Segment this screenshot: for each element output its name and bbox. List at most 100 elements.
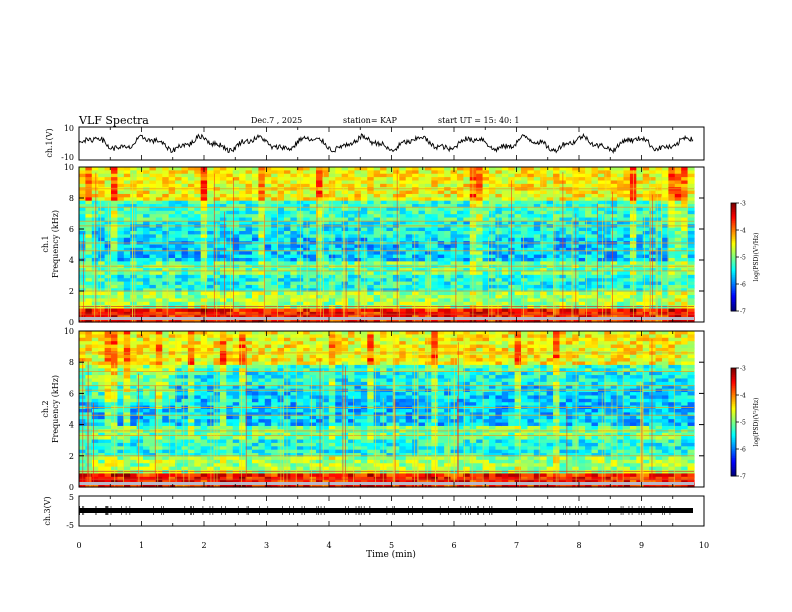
spectrogram-cell: [527, 237, 535, 242]
spectrogram-cell: [111, 271, 119, 276]
spectrogram-cell: [168, 197, 176, 202]
spectrogram-cell: [386, 180, 394, 185]
spectrogram-cell: [386, 268, 394, 273]
spectrogram-cell: [117, 347, 125, 352]
spectrogram-cell: [533, 288, 541, 293]
spectrogram-cell: [412, 220, 420, 225]
spectrogram-cell: [348, 254, 356, 259]
spectrogram-cell: [91, 371, 99, 376]
spectrogram-cell: [399, 207, 407, 212]
spectrogram-cell: [245, 278, 253, 283]
spectrogram-cell: [437, 284, 445, 289]
spectrogram-cell: [444, 204, 452, 209]
spectrogram-cell: [418, 268, 426, 273]
spectrogram-cell: [187, 298, 195, 303]
spectrogram-cell: [277, 288, 285, 293]
spectrogram-cell: [245, 207, 253, 212]
spectrogram-cell: [412, 244, 420, 249]
spectrogram-cell: [373, 264, 381, 269]
spectrogram-cell: [245, 281, 253, 286]
spectrogram-cell: [303, 220, 311, 225]
spectrogram-cell: [399, 308, 407, 313]
spectrogram-cell: [476, 251, 484, 256]
spectrogram-cell: [450, 254, 458, 259]
spectrogram-cell: [367, 244, 375, 249]
spectrogram-cell: [85, 364, 93, 369]
spectrogram-cell: [367, 231, 375, 235]
spectrogram-cell: [335, 298, 343, 303]
spectrogram-cell: [322, 217, 330, 222]
spectrogram-cell: [181, 217, 189, 222]
spectrogram-cell: [604, 308, 612, 313]
spectrogram-cell: [117, 341, 125, 346]
spectrogram-cell: [565, 214, 573, 219]
spectrogram-cell: [681, 308, 689, 313]
spectrogram-cell: [540, 207, 548, 212]
spectrogram-cell: [661, 298, 669, 303]
spectrogram-cell: [136, 318, 144, 323]
spectrogram-cell: [591, 197, 599, 202]
spectrogram-cell: [91, 247, 99, 252]
spectrogram-cell: [450, 268, 458, 273]
spectrogram-cell: [341, 190, 349, 195]
spectrogram-cell: [373, 200, 381, 205]
spectrogram-cell: [514, 264, 522, 269]
spectrogram-cell: [117, 436, 125, 441]
spectrogram-cell: [553, 190, 561, 195]
spectrogram-cell: [437, 193, 445, 198]
spectrogram-cell: [514, 274, 522, 279]
spectrogram-cell: [219, 318, 227, 323]
spectrogram-cell: [181, 204, 189, 209]
spectrogram-cell: [540, 295, 548, 300]
spectrogram-cell: [104, 341, 112, 346]
spectrogram-cell: [437, 288, 445, 293]
spectrogram-cell: [431, 281, 439, 286]
spectrogram-cell: [367, 197, 375, 202]
spectrogram-cell: [123, 180, 131, 185]
spectrogram-cell: [341, 217, 349, 222]
spectrogram-cell: [123, 364, 131, 369]
spectrogram-cell: [546, 231, 554, 235]
spectrogram-cell: [239, 197, 247, 202]
spectrogram-cell: [123, 271, 131, 276]
spectrogram-cell: [277, 278, 285, 283]
spectrogram-cell: [219, 301, 227, 306]
spectrogram-cell: [111, 281, 119, 286]
spectrogram-cell: [360, 187, 368, 192]
spectrogram-cell: [117, 334, 125, 339]
spectrogram-cell: [610, 308, 618, 313]
spectrogram-cell: [98, 274, 106, 279]
spectrogram-cell: [591, 288, 599, 293]
spectrogram-cell: [521, 251, 529, 256]
spectrogram-cell: [168, 308, 176, 313]
spectrogram-cell: [399, 220, 407, 225]
spectrogram-cell: [597, 271, 605, 276]
spectrogram-cell: [412, 318, 420, 323]
spectrogram-cell: [219, 284, 227, 289]
spectrogram-cell: [661, 234, 669, 239]
spectrogram-cell: [168, 318, 176, 323]
spectrogram-cell: [565, 257, 573, 262]
spectrogram-cell: [136, 214, 144, 219]
spectrogram-cell: [200, 187, 208, 192]
spectrogram-cell: [405, 234, 413, 239]
spectrogram-cell: [521, 298, 529, 303]
spectrogram-cell: [271, 254, 279, 259]
spectrogram-cell: [303, 274, 311, 279]
spectrogram-cell: [610, 268, 618, 273]
spectrogram-cell: [123, 244, 131, 249]
spectrogram-cell: [610, 237, 618, 242]
spectrogram-cell: [91, 220, 99, 225]
spectrogram-cell: [200, 257, 208, 262]
spectrogram-cell: [373, 291, 381, 296]
spectrogram-cell: [194, 173, 202, 178]
spectrogram-cell: [578, 318, 586, 323]
spectrogram-cell: [251, 190, 259, 195]
spectrogram-cell: [181, 264, 189, 269]
spectrogram-cell: [117, 197, 125, 202]
spectrogram-cell: [136, 247, 144, 252]
spectrogram-cell: [85, 237, 93, 242]
spectrogram-cell: [219, 187, 227, 192]
spectrogram-cell: [181, 237, 189, 242]
spectrogram-cell: [130, 308, 138, 313]
